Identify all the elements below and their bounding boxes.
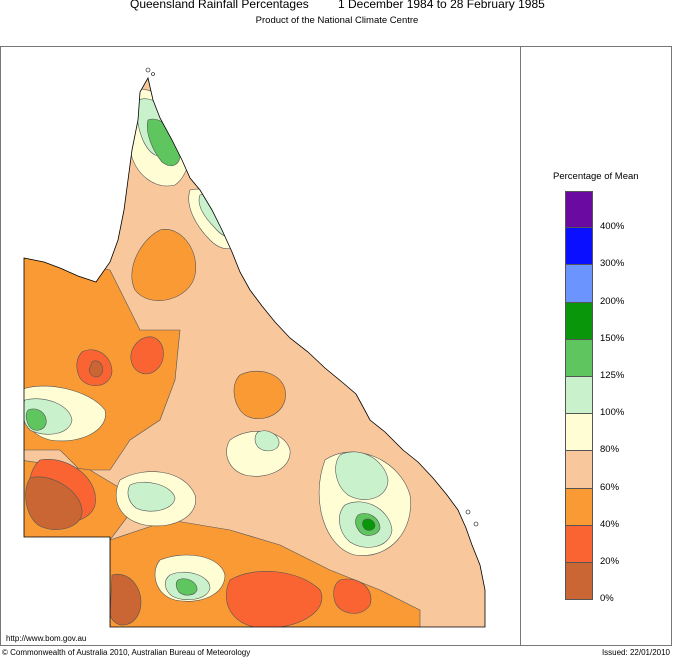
islands — [145, 67, 479, 527]
legend-swatch — [565, 525, 593, 563]
legend-label: 125% — [600, 370, 625, 381]
legend-swatch — [565, 228, 593, 266]
legend-swatch — [565, 191, 593, 229]
legend-label: 20% — [600, 556, 620, 567]
map-subtitle: Product of the National Climate Centre — [255, 15, 419, 26]
legend-label: 40% — [600, 518, 620, 530]
region-125-150-coast — [220, 203, 241, 233]
legend-colorbar — [565, 191, 593, 601]
island-3 — [465, 509, 471, 515]
legend-swatch — [565, 414, 593, 452]
legend-label: 0% — [600, 593, 614, 605]
footer-copyright: © Commonwealth of Australia 2010, Austra… — [2, 648, 251, 657]
map-title-region: Queensland Rainfall Percentages — [130, 0, 309, 11]
footer-url[interactable]: http://www.bom.gov.au — [6, 634, 87, 643]
legend-label: 300% — [600, 258, 625, 270]
legend-label: 400% — [600, 221, 625, 233]
region-125-150-south — [175, 578, 198, 596]
map-title-period: 1 December 1984 to 28 February 1985 — [338, 0, 545, 11]
legend-title: Percentage of Mean — [553, 171, 639, 182]
region-150-200-east — [362, 518, 376, 531]
region-0-20-b — [109, 573, 142, 626]
legend-swatch — [565, 562, 593, 601]
legend-swatch — [565, 339, 593, 377]
legend-label: 100% — [600, 407, 625, 419]
region-20-40-d — [333, 578, 372, 614]
legend-label: 60% — [600, 481, 620, 493]
island-1 — [145, 67, 151, 73]
footer-issued-date: Issued: 22/01/2010 — [601, 648, 670, 657]
region-40-60-north — [131, 229, 197, 301]
legend-label: 200% — [600, 295, 625, 307]
region-0-20-c — [88, 360, 103, 378]
island-4 — [473, 521, 479, 527]
region-20-40-b — [130, 336, 164, 375]
region-20-40-c — [225, 571, 323, 627]
legend-label: 80% — [600, 444, 620, 456]
legend-divider — [520, 46, 521, 646]
region-40-60-central — [233, 370, 286, 419]
rainfall-regions — [24, 78, 485, 627]
legend-label: 150% — [600, 332, 625, 344]
legend-swatch — [565, 265, 593, 303]
map-frame — [0, 46, 672, 646]
legend-swatch — [565, 376, 593, 415]
legend-swatch — [565, 488, 593, 526]
region-100-125-southwest — [127, 481, 176, 512]
region-100-125-central — [254, 430, 280, 452]
region-100-125-east — [335, 451, 389, 500]
legend-swatch — [565, 302, 593, 340]
island-2 — [151, 72, 155, 76]
legend-swatch — [565, 451, 593, 489]
region-0-20-a — [25, 476, 83, 530]
region-125-150-west — [25, 408, 47, 431]
